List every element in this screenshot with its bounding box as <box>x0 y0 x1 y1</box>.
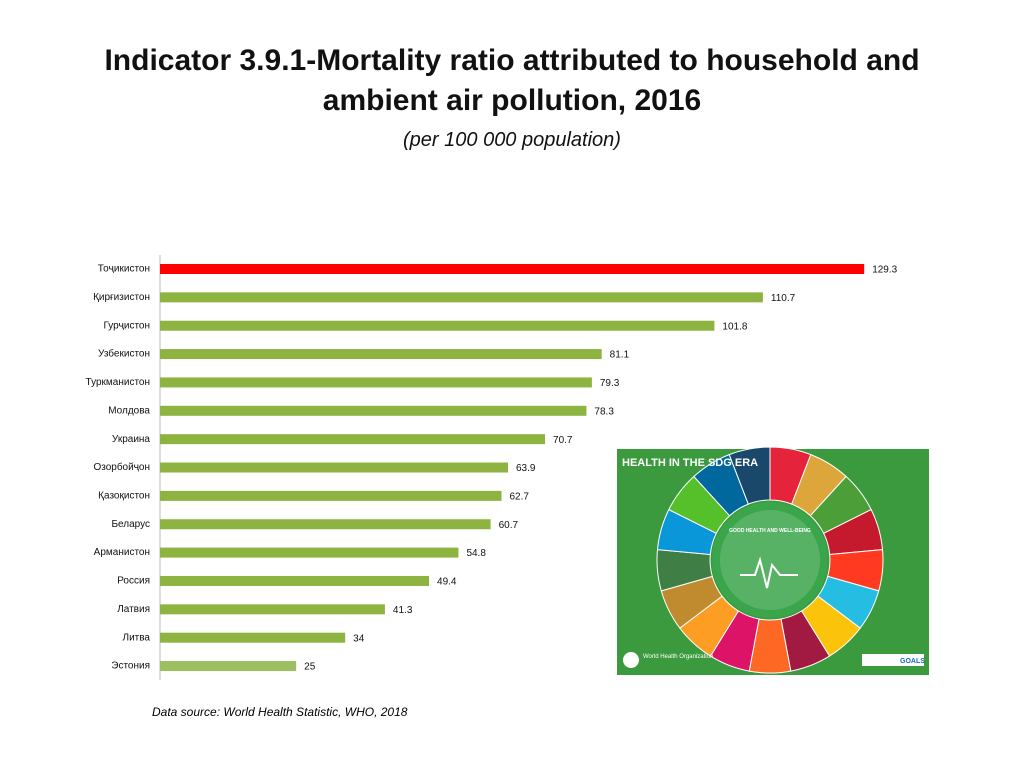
bar <box>160 490 502 501</box>
y-tick-label: Озорбойҷон <box>93 461 150 473</box>
data-label: 25 <box>304 662 316 673</box>
wheel-segment <box>728 446 771 505</box>
y-tick-label: Гурҷистон <box>103 320 150 331</box>
wheel-inner <box>720 510 820 610</box>
data-label: 41.3 <box>393 605 413 616</box>
data-label: 63.9 <box>516 463 536 474</box>
data-label: 54.8 <box>466 548 486 559</box>
chart-subtitle: (per 100 000 population) <box>403 129 621 151</box>
who-emblem <box>623 652 639 668</box>
y-tick-label: Қирғизистон <box>93 292 150 303</box>
bar <box>160 434 546 445</box>
y-tick-label: Арманистон <box>94 547 150 558</box>
y-tick-label: Узбекистон <box>98 348 150 360</box>
bar <box>160 661 297 672</box>
y-tick-label: Қазоқистон <box>98 491 150 502</box>
inset-goals: GOALS <box>900 658 925 665</box>
data-label: 60.7 <box>499 520 519 531</box>
y-tick-label: Россия <box>117 576 150 587</box>
wheel-center <box>712 502 828 618</box>
inset-logo: World Health Organization <box>643 654 713 660</box>
data-label: 129.3 <box>872 265 897 276</box>
bar <box>160 575 430 586</box>
y-tick-label: Беларус <box>111 519 150 530</box>
chart-title: Indicator 3.9.1-Mortality ratio attribut… <box>104 44 919 117</box>
bar <box>160 547 459 558</box>
bar <box>160 264 865 274</box>
y-tick-label: Латвия <box>117 604 150 615</box>
y-tick-label: Эстония <box>111 661 150 672</box>
bar <box>160 462 509 473</box>
heartbeat <box>740 556 798 589</box>
y-tick-label: Тоҷикистон <box>98 264 150 275</box>
goals-box <box>862 654 924 666</box>
inset-center: GOOD HEALTH AND WELL-BEING <box>729 528 811 534</box>
data-label: 101.8 <box>722 321 747 332</box>
source-note: Data source: World Health Statistic, WHO… <box>152 705 408 719</box>
bar <box>160 632 346 643</box>
bar <box>160 349 602 360</box>
inset-title: HEALTH IN THE SDG ERA <box>622 457 758 469</box>
data-label: 78.3 <box>594 406 614 417</box>
sdg-wheel <box>656 446 884 674</box>
data-label: 110.7 <box>771 293 796 304</box>
data-label: 62.7 <box>509 492 529 503</box>
y-tick-label: Литва <box>123 632 151 643</box>
data-label: 81.1 <box>610 350 630 361</box>
bar <box>160 604 385 615</box>
bar <box>160 320 715 331</box>
bar <box>160 405 587 416</box>
data-label: 70.7 <box>553 435 573 446</box>
y-tick-label: Туркманистон <box>86 377 150 388</box>
y-tick-label: Украина <box>112 434 151 445</box>
data-label: 34 <box>353 633 365 644</box>
data-label: 79.3 <box>600 378 620 389</box>
data-label: 49.4 <box>437 577 457 588</box>
bar <box>160 292 763 303</box>
bar <box>160 519 491 530</box>
inset-image: HEALTH IN THE SDG ERA GOOD HEALTH AND WE… <box>617 446 929 675</box>
bar <box>160 377 592 388</box>
y-tick-label: Молдова <box>108 405 150 416</box>
